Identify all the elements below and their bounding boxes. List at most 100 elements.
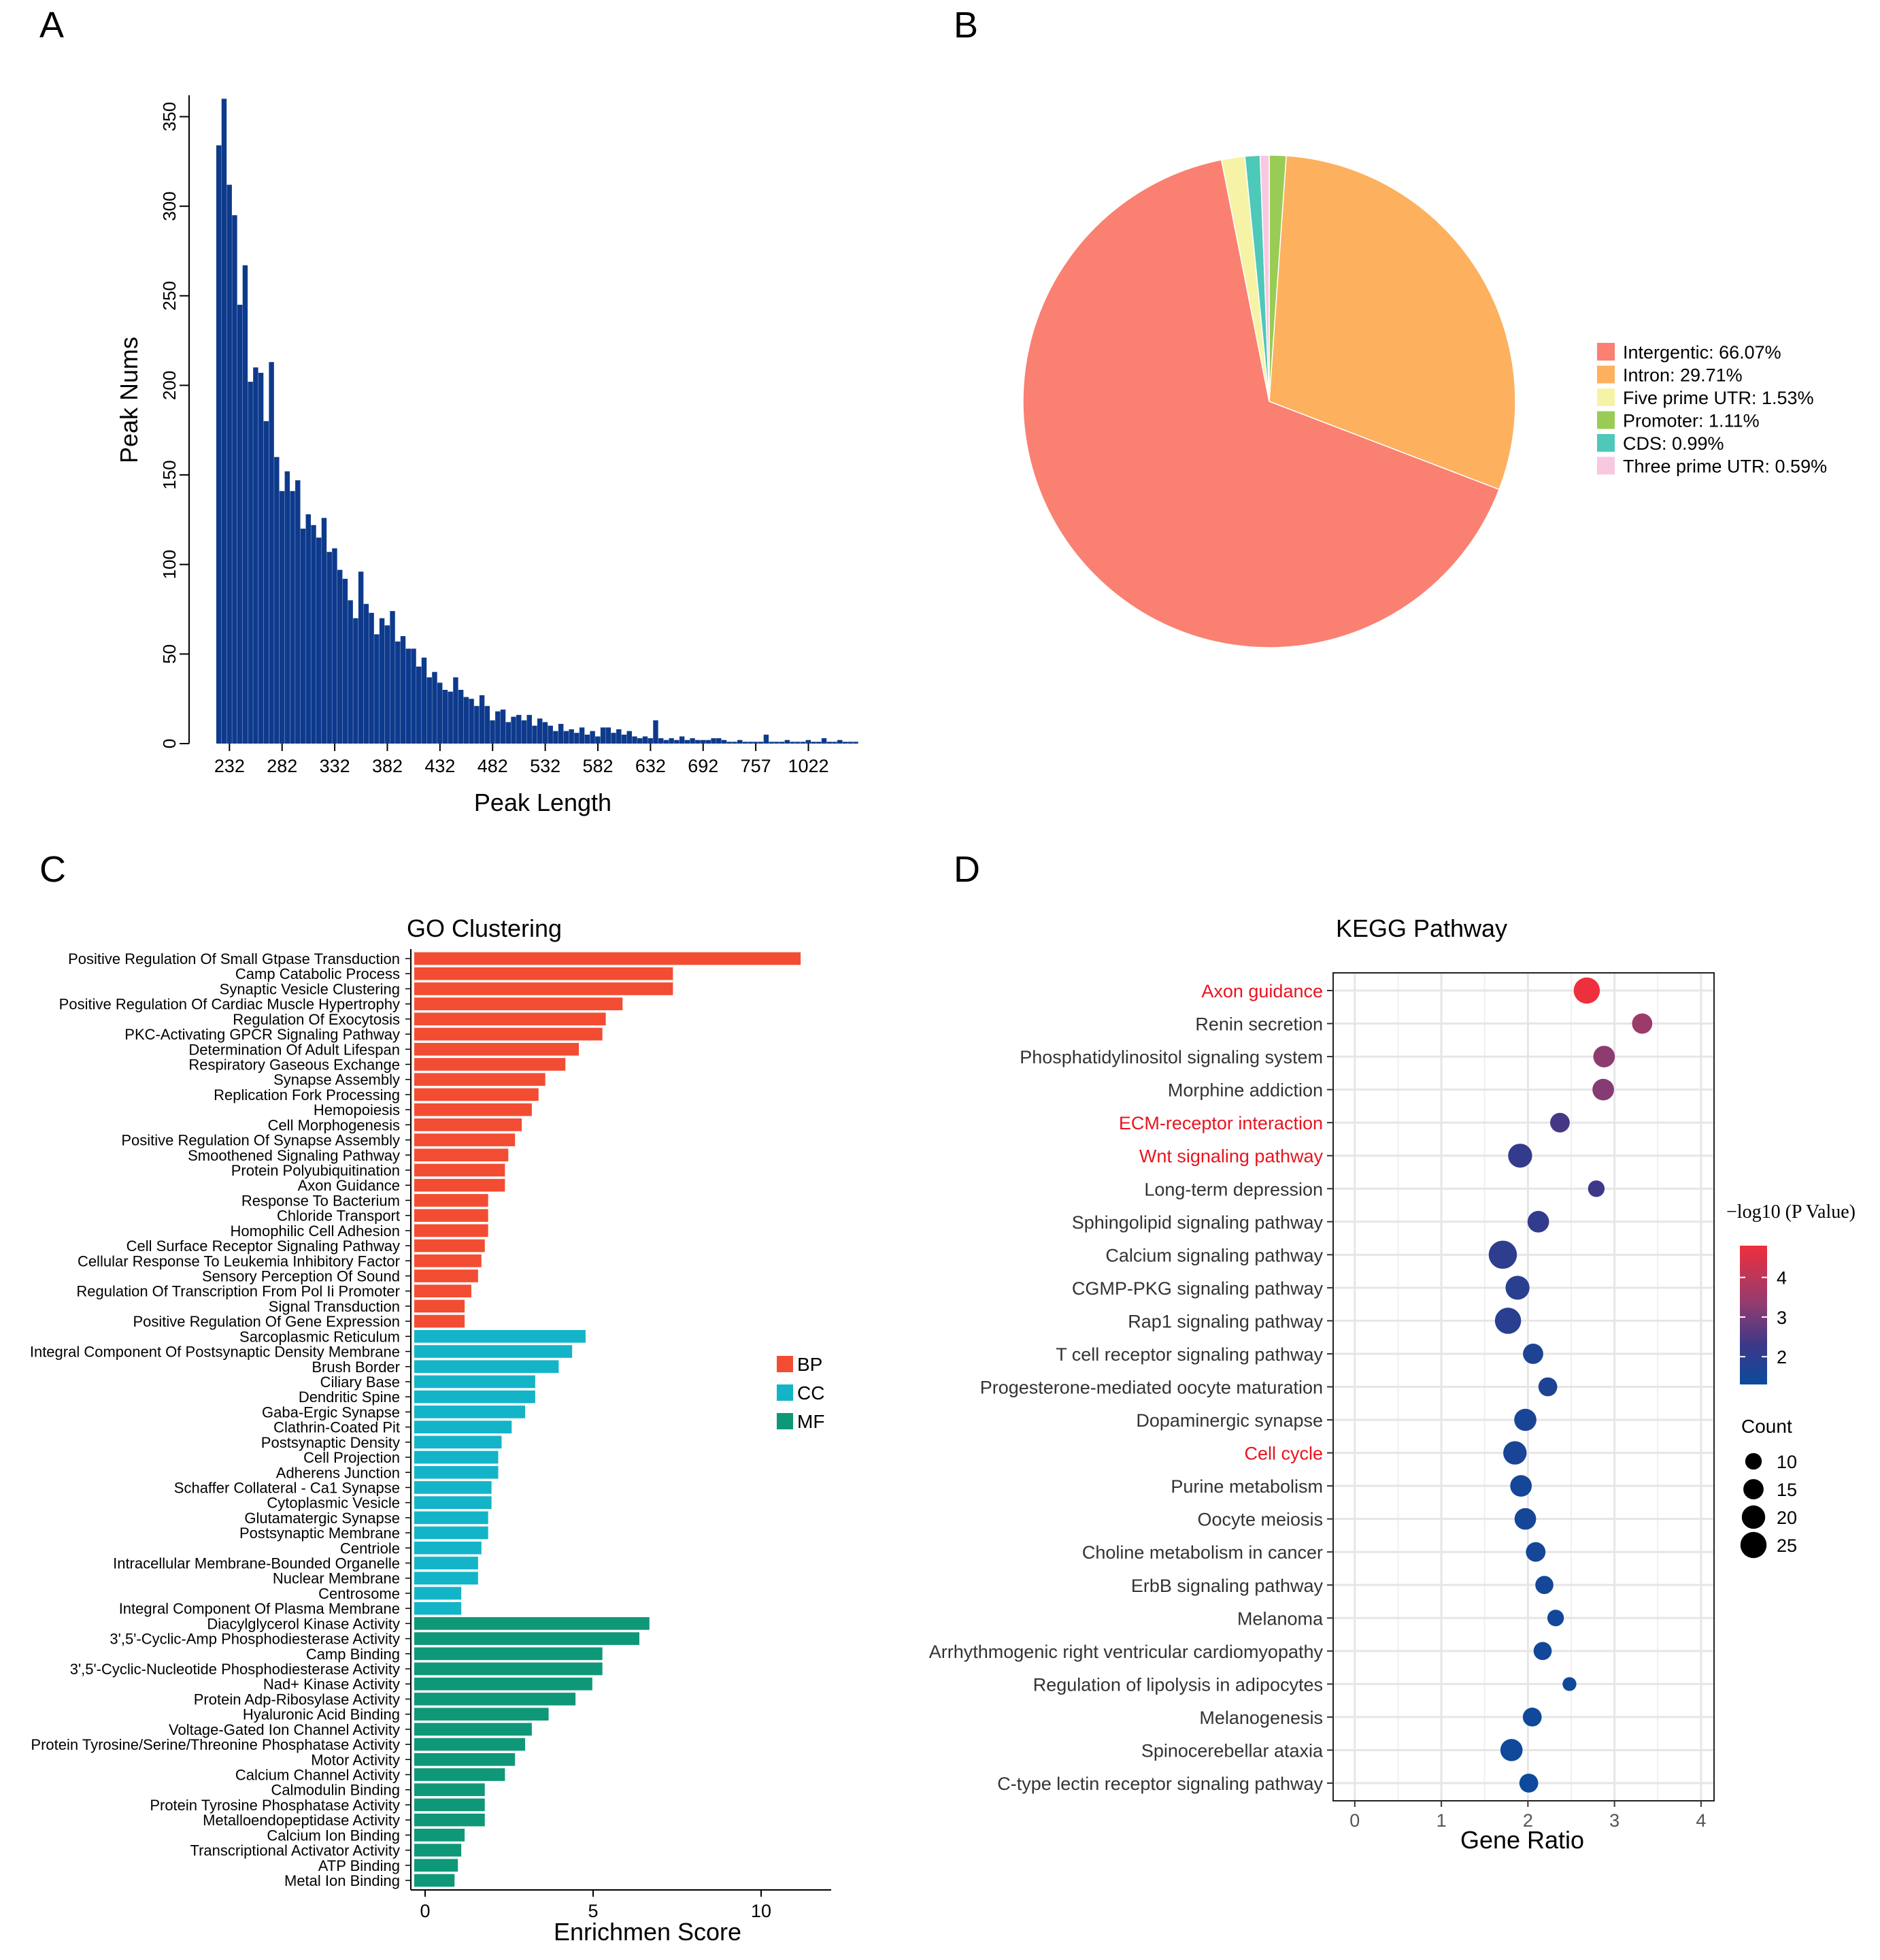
a-bar <box>821 738 827 744</box>
c-category-label: Synaptic Vesicle Clustering <box>220 980 400 997</box>
a-y-tick-label: 100 <box>159 550 180 579</box>
d-size-legend-dot <box>1745 1452 1762 1470</box>
a-bar <box>684 740 690 744</box>
c-category-label: Regulation Of Transcription From Pol Ii … <box>76 1283 400 1300</box>
c-bar <box>414 1829 465 1842</box>
d-pathway-label: C-type lectin receptor signaling pathway <box>997 1774 1323 1794</box>
c-category-label: Regulation Of Exocytosis <box>233 1011 400 1028</box>
c-bar <box>414 1224 488 1238</box>
a-bar <box>716 738 722 744</box>
b-legend-swatch <box>1597 456 1615 475</box>
c-category-label: Ciliary Base <box>320 1374 400 1391</box>
a-bar <box>300 529 306 744</box>
c-bar <box>414 1314 465 1328</box>
c-bar <box>414 1406 526 1418</box>
a-bar <box>395 641 401 744</box>
a-x-tick-label: 382 <box>372 756 403 776</box>
c-bar <box>414 1844 462 1857</box>
a-bar <box>811 742 816 744</box>
c-category-label: Signal Transduction <box>269 1298 400 1315</box>
c-category-label: Brush Border <box>312 1359 400 1376</box>
a-bar <box>847 742 853 744</box>
a-x-tick-label: 232 <box>214 756 245 776</box>
a-bar <box>832 742 837 744</box>
d-point <box>1527 1210 1549 1233</box>
c-category-label: Cellular Response To Leukemia Inhibitory… <box>78 1252 400 1269</box>
c-category-label: Protein Polyubiquitination <box>231 1162 400 1179</box>
d-pathway-label: Axon guidance <box>1201 981 1323 1001</box>
d-x-tick-label: 1 <box>1437 1810 1447 1831</box>
b-legend-label: Intergentic: 66.07% <box>1623 342 1781 363</box>
a-bar <box>779 742 785 744</box>
c-category-label: Response To Bacterium <box>241 1192 400 1209</box>
c-legend-label: BP <box>797 1354 822 1375</box>
d-pathway-label: Wnt signaling pathway <box>1139 1146 1324 1167</box>
b-pie-slice <box>1022 159 1500 648</box>
a-bar <box>563 731 569 744</box>
d-point <box>1514 1408 1537 1431</box>
a-bar <box>390 611 395 744</box>
d-pathway-label: Rap1 signaling pathway <box>1128 1311 1323 1331</box>
c-category-label: Calcium Ion Binding <box>267 1827 400 1844</box>
a-bar <box>837 740 843 744</box>
b-legend-label: Promoter: 1.11% <box>1623 411 1760 431</box>
c-category-label: Voltage-Gated Ion Channel Activity <box>169 1721 400 1738</box>
a-bar <box>379 618 385 744</box>
a-bar <box>537 718 543 744</box>
a-bar <box>342 578 348 744</box>
c-bar <box>414 1481 492 1494</box>
d-pathway-label: Cell cycle <box>1244 1444 1323 1464</box>
panel-c-go-clustering: GO Clustering Positive Regulation Of Sma… <box>30 914 831 1946</box>
c-bar <box>414 1360 559 1374</box>
d-x-axis-label: Gene Ratio <box>1460 1826 1584 1854</box>
c-category-label: Centriole <box>340 1540 400 1557</box>
c-category-label: Diacylglycerol Kinase Activity <box>207 1615 400 1632</box>
a-bar <box>853 742 858 744</box>
panel-label-c: C <box>39 849 66 890</box>
a-bar <box>705 740 711 744</box>
c-bar <box>414 1330 586 1343</box>
a-bar <box>521 720 527 744</box>
a-bar <box>332 548 337 744</box>
d-pathway-label: Melanoma <box>1237 1608 1324 1629</box>
c-legend-label: CC <box>797 1382 824 1403</box>
a-bar <box>232 215 237 744</box>
a-bar <box>400 636 406 744</box>
d-pathway-label: ErbB signaling pathway <box>1131 1576 1324 1596</box>
a-bar <box>658 738 664 744</box>
c-bar <box>414 1813 485 1827</box>
d-pathway-label: Calcium signaling pathway <box>1105 1245 1323 1265</box>
a-bar <box>826 742 832 744</box>
c-bar <box>414 1118 522 1131</box>
d-point <box>1592 1078 1614 1101</box>
c-category-label: ATP Binding <box>318 1857 400 1874</box>
c-bar <box>414 1209 488 1222</box>
d-point <box>1522 1708 1542 1727</box>
a-bar <box>458 690 464 744</box>
d-colorbar-tick-label: 3 <box>1777 1308 1787 1328</box>
c-category-label: Positive Regulation Of Gene Expression <box>133 1313 400 1330</box>
a-bar <box>421 657 427 744</box>
c-category-label: Metalloendopeptidase Activity <box>203 1812 400 1829</box>
c-bar <box>414 982 673 995</box>
c-bar <box>414 1299 465 1313</box>
panel-d-kegg: KEGG Pathway Axon guidance Renin secretio… <box>929 914 1856 1854</box>
a-bar <box>516 714 522 744</box>
c-category-label: Cytoplasmic Vesicle <box>267 1495 400 1512</box>
a-x-tick-label: 532 <box>530 756 560 776</box>
a-bar <box>290 491 295 744</box>
c-category-label: Centrosome <box>318 1585 400 1602</box>
a-y-tick-label: 0 <box>159 739 180 748</box>
c-category-label: Positive Regulation Of Synapse Assembly <box>121 1132 400 1149</box>
a-bar <box>584 734 590 744</box>
a-bar <box>748 742 753 744</box>
a-bar <box>805 740 811 744</box>
a-bar <box>763 734 769 744</box>
a-bar <box>732 742 737 744</box>
a-bar <box>742 742 748 744</box>
c-category-label: Metal Ion Binding <box>284 1872 400 1889</box>
a-bar <box>511 716 516 744</box>
c-bar <box>414 1269 478 1282</box>
c-bar <box>414 1662 603 1676</box>
a-bar <box>337 569 343 744</box>
